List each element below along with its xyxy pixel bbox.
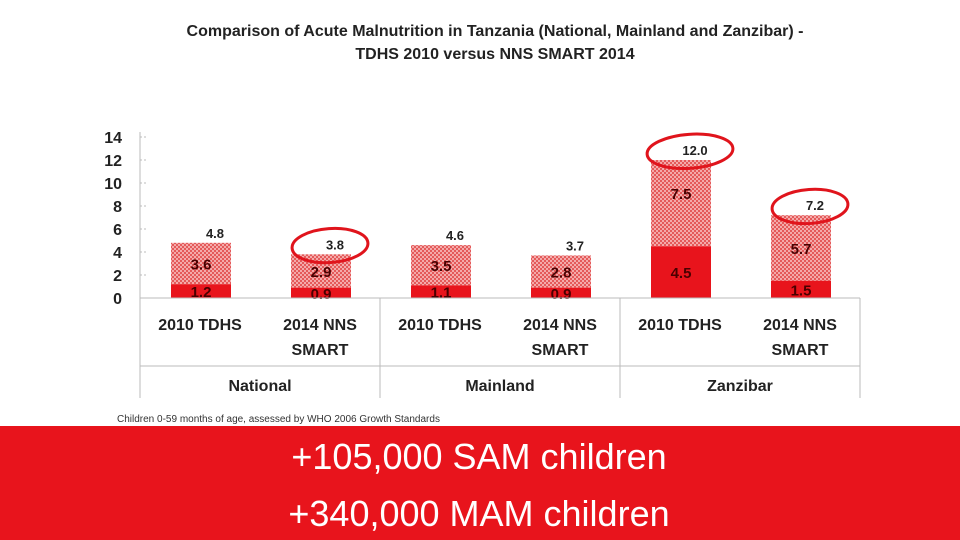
bar-segment-mam xyxy=(171,242,231,285)
data-label-total: 3.7 xyxy=(566,238,584,253)
x-category-label: 2010 TDHS xyxy=(398,317,482,334)
x-category-label: SMART xyxy=(292,342,349,359)
chart-title-line-1: Comparison of Acute Malnutrition in Tanz… xyxy=(186,23,804,40)
bar-segment-mam xyxy=(651,160,711,247)
summary-banner xyxy=(0,426,960,540)
y-tick-label: 12 xyxy=(104,153,122,170)
bar-segment-sam xyxy=(651,246,711,298)
banner-mam-text: +340,000 MAM children xyxy=(288,493,670,534)
banner-sam-text: +105,000 SAM children xyxy=(291,436,667,477)
bar-segment-sam xyxy=(531,287,591,298)
data-label-mam: 2.9 xyxy=(311,264,332,281)
x-category-label: 2014 NNS xyxy=(763,317,837,334)
chart-title: Comparison of Acute Malnutrition in Tanz… xyxy=(0,20,960,66)
data-label-total: 7.2 xyxy=(806,198,824,213)
x-category-label: 2010 TDHS xyxy=(638,317,722,334)
data-label-mam: 5.7 xyxy=(791,241,812,258)
y-tick-label: 2 xyxy=(113,268,122,285)
y-tick-label: 10 xyxy=(104,176,122,193)
x-category-label: 2014 NNS xyxy=(523,317,597,334)
data-label-total: 4.6 xyxy=(446,228,464,243)
x-category-label: 2014 NNS xyxy=(283,317,357,334)
emphasis-circle xyxy=(645,132,735,171)
data-label-total: 3.8 xyxy=(326,237,344,252)
bar-segment-sam xyxy=(171,284,231,298)
x-group-label: National xyxy=(228,378,291,395)
emphasis-circle xyxy=(290,226,370,265)
y-tick-label: 14 xyxy=(104,130,122,147)
data-label-sam: 0.9 xyxy=(551,286,572,303)
bar-segment-sam xyxy=(771,280,831,298)
bar-segment-mam xyxy=(531,255,591,288)
data-label-mam: 2.8 xyxy=(551,265,572,282)
data-label-mam: 7.5 xyxy=(671,186,692,203)
chart-title-line-2: TDHS 2010 versus NNS SMART 2014 xyxy=(355,46,635,63)
data-label-sam: 0.9 xyxy=(311,286,332,303)
y-tick-label: 4 xyxy=(113,245,122,262)
bar-segment-mam xyxy=(771,215,831,281)
data-label-total: 12.0 xyxy=(682,143,707,158)
x-group-label: Mainland xyxy=(465,378,534,395)
x-category-label: SMART xyxy=(772,342,829,359)
data-label-total: 4.8 xyxy=(206,226,224,241)
x-category-label: 2010 TDHS xyxy=(158,317,242,334)
bar-segment-sam xyxy=(411,285,471,298)
x-category-label: SMART xyxy=(532,342,589,359)
emphasis-circle xyxy=(770,187,850,226)
y-tick-label: 0 xyxy=(113,291,122,308)
data-label-sam: 1.2 xyxy=(191,284,212,301)
y-tick-label: 8 xyxy=(113,199,122,216)
data-label-sam: 4.5 xyxy=(671,265,692,282)
data-label-sam: 1.5 xyxy=(791,282,812,299)
stacked-bar-chart: 1.2 3.6 4.8 0.9 2.9 3.8 1.1 3.5 4.6 0.9 2.8 3.7 4.5 7… xyxy=(104,130,861,398)
y-tick-label: 6 xyxy=(113,222,122,239)
data-label-sam: 1.1 xyxy=(431,285,452,302)
data-label-mam: 3.6 xyxy=(191,257,212,274)
bar-segment-mam xyxy=(411,245,471,286)
bar-segment-sam xyxy=(291,287,351,298)
chart-footnote: Children 0-59 months of age, assessed by… xyxy=(117,414,440,425)
data-label-mam: 3.5 xyxy=(431,258,452,275)
x-group-label: Zanzibar xyxy=(707,378,773,395)
